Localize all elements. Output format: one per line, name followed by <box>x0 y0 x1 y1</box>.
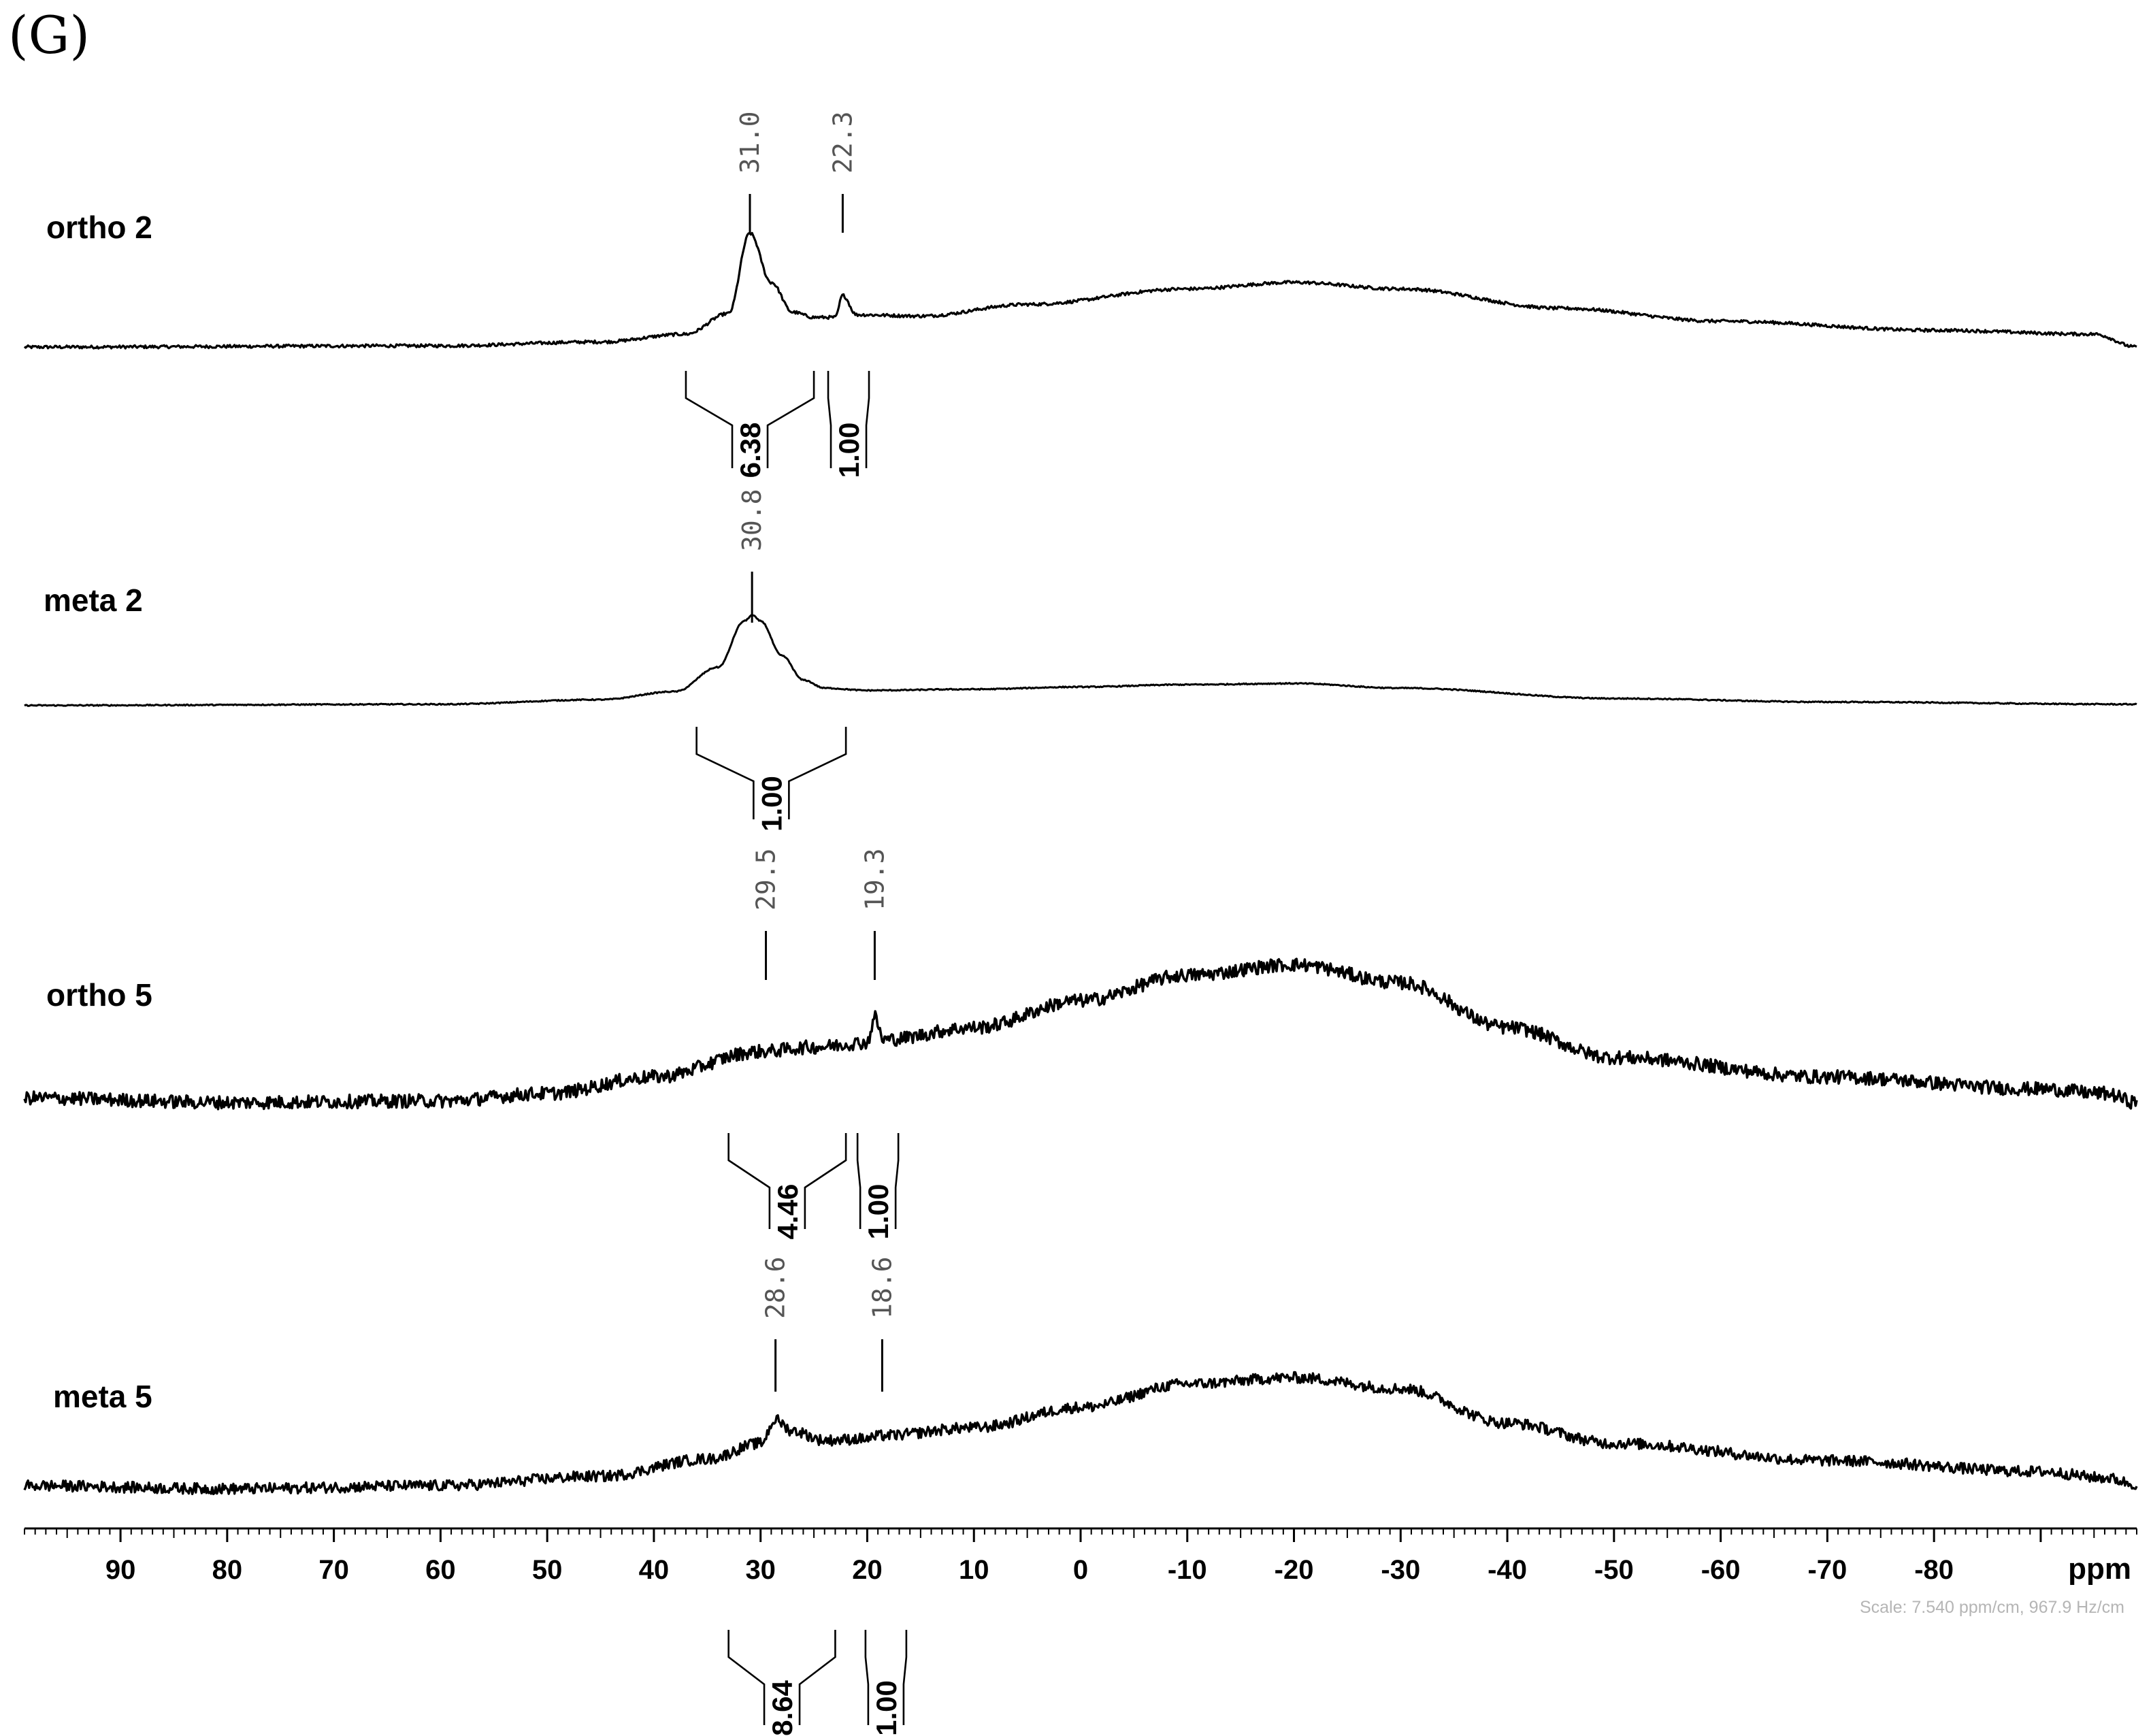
integral-bracket <box>685 371 815 468</box>
trace-2: ortho 5 29.5 19.3 4.46 1.00 <box>23 848 2138 1240</box>
x-axis-unit: ppm <box>2068 1552 2131 1586</box>
peak-label: 31.0 <box>735 111 765 174</box>
x-tick-label: -30 <box>1381 1555 1420 1585</box>
x-axis: 90 80 70 60 50 40 30 20 10 0 -10 -20 -30 -40 -50 -60 -70… <box>24 1527 2137 1617</box>
panel-label: (G) <box>8 5 90 65</box>
x-tick-label: 70 <box>318 1555 349 1585</box>
x-tick-label: 50 <box>532 1555 563 1585</box>
spectrum-line <box>23 957 2138 1111</box>
x-tick-label: 60 <box>425 1555 456 1585</box>
series-label: ortho 2 <box>46 210 152 245</box>
x-tick-label: 20 <box>852 1555 883 1585</box>
x-tick-label: 10 <box>959 1555 989 1585</box>
x-tick-label: -50 <box>1594 1555 1634 1585</box>
x-tick-label: -20 <box>1275 1555 1314 1585</box>
integral-value: 6.38 <box>734 423 766 478</box>
integral-value: 4.46 <box>772 1184 804 1240</box>
trace-0: ortho 2 31.0 22.3 6.38 1.00 <box>23 111 2137 478</box>
integral-bracket <box>727 1630 836 1725</box>
integral-bracket <box>695 727 847 819</box>
x-tick-label: 80 <box>212 1555 243 1585</box>
integral-value: 1.00 <box>755 776 787 832</box>
peak-label: 30.8 <box>737 489 767 551</box>
integral-bracket <box>727 1133 847 1229</box>
integral-value: 1.00 <box>862 1184 894 1240</box>
x-tick-label: -60 <box>1701 1555 1741 1585</box>
x-tick-label: -80 <box>1914 1555 1954 1585</box>
series-label: meta 5 <box>53 1379 152 1414</box>
peak-label: 19.3 <box>859 848 889 911</box>
integral-value: 8.64 <box>766 1680 798 1735</box>
integral-bracket <box>864 1630 908 1725</box>
integral-value: 1.00 <box>833 423 865 478</box>
x-tick-label: -40 <box>1488 1555 1527 1585</box>
trace-1: meta 2 30.8 1.00 <box>24 489 2137 832</box>
series-label: meta 2 <box>44 583 143 618</box>
scale-note: Scale: 7.540 ppm/cm, 967.9 Hz/cm <box>1860 1598 2124 1617</box>
integral-bracket <box>827 371 870 468</box>
x-tick-label: 40 <box>639 1555 670 1585</box>
x-tick-label: 90 <box>105 1555 136 1585</box>
peak-label: 18.6 <box>867 1256 897 1319</box>
trace-3: meta 5 28.6 18.6 8.64 1.00 <box>23 1256 2138 1736</box>
x-tick-label: 0 <box>1073 1555 1088 1585</box>
series-label: ortho 5 <box>46 977 152 1013</box>
spectrum-line <box>23 231 2137 350</box>
spectrum-line <box>23 1371 2138 1496</box>
peak-label: 22.3 <box>827 111 857 174</box>
spectrum-line <box>24 614 2137 707</box>
integral-value: 1.00 <box>870 1680 902 1736</box>
x-tick-label: -10 <box>1168 1555 1207 1585</box>
peak-label: 29.5 <box>751 848 781 911</box>
peak-label: 28.6 <box>761 1256 791 1319</box>
x-tick-label: -70 <box>1807 1555 1847 1585</box>
integral-bracket <box>856 1133 900 1229</box>
x-tick-label: 30 <box>745 1555 776 1585</box>
